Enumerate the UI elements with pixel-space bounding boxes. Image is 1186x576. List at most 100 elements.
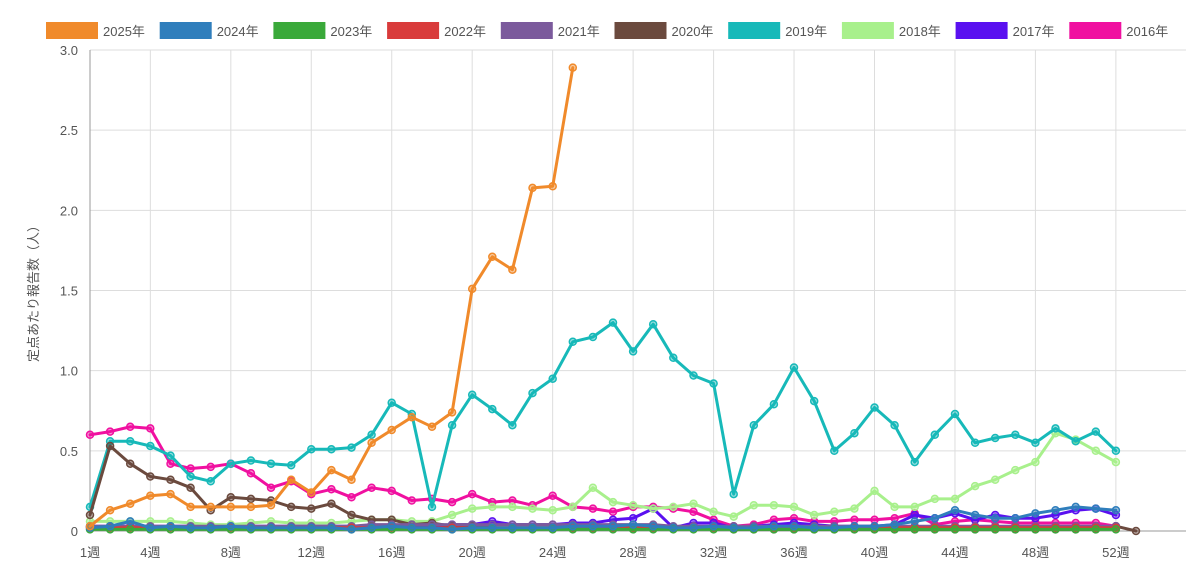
data-point[interactable] xyxy=(729,512,738,521)
data-point[interactable] xyxy=(628,520,638,529)
data-point[interactable] xyxy=(990,525,1000,534)
data-point[interactable] xyxy=(930,525,940,534)
data-point[interactable] xyxy=(146,491,155,500)
data-point[interactable] xyxy=(85,510,95,520)
data-point[interactable] xyxy=(508,523,517,533)
legend-item[interactable]: 2021年 xyxy=(500,22,600,39)
data-point[interactable] xyxy=(447,525,457,534)
data-point[interactable] xyxy=(447,408,457,417)
data-point[interactable] xyxy=(488,404,497,414)
data-point[interactable] xyxy=(528,388,537,398)
data-point[interactable] xyxy=(226,521,236,531)
data-point[interactable] xyxy=(125,422,135,432)
data-point[interactable] xyxy=(1031,438,1040,448)
data-point[interactable] xyxy=(347,510,356,520)
data-point[interactable] xyxy=(870,486,879,496)
data-point[interactable] xyxy=(870,521,879,531)
data-point[interactable] xyxy=(669,502,678,512)
data-point[interactable] xyxy=(789,502,799,512)
data-point[interactable] xyxy=(950,525,960,534)
data-point[interactable] xyxy=(206,477,215,486)
legend-item[interactable]: 2023年 xyxy=(273,22,372,39)
data-point[interactable] xyxy=(327,523,336,533)
data-point[interactable] xyxy=(105,521,115,531)
data-point[interactable] xyxy=(125,436,135,446)
data-point[interactable] xyxy=(608,507,618,517)
data-point[interactable] xyxy=(769,501,779,510)
data-point[interactable] xyxy=(1131,526,1141,536)
data-point[interactable] xyxy=(1111,457,1121,467)
data-point[interactable] xyxy=(608,497,618,507)
data-point[interactable] xyxy=(689,523,698,533)
data-point[interactable] xyxy=(286,502,296,512)
data-point[interactable] xyxy=(608,318,618,327)
data-point[interactable] xyxy=(749,523,759,533)
data-point[interactable] xyxy=(930,430,940,440)
data-point[interactable] xyxy=(1011,465,1020,475)
data-point[interactable] xyxy=(146,472,155,481)
data-point[interactable] xyxy=(1091,504,1101,513)
data-point[interactable] xyxy=(910,502,919,512)
data-point[interactable] xyxy=(327,465,336,475)
data-point[interactable] xyxy=(508,502,517,512)
data-point[interactable] xyxy=(508,420,517,430)
data-point[interactable] xyxy=(1111,505,1121,515)
data-point[interactable] xyxy=(347,493,356,502)
data-point[interactable] xyxy=(1091,446,1101,456)
data-point[interactable] xyxy=(166,451,175,460)
data-point[interactable] xyxy=(1011,525,1020,534)
legend-item[interactable]: 2024年 xyxy=(159,22,259,39)
data-point[interactable] xyxy=(1011,513,1020,523)
data-point[interactable] xyxy=(1091,427,1101,436)
data-point[interactable] xyxy=(327,485,336,494)
data-point[interactable] xyxy=(789,363,799,372)
data-point[interactable] xyxy=(447,510,457,520)
data-point[interactable] xyxy=(206,502,215,512)
legend[interactable]: 2025年 2024年 2023年 2022年 2021年 2020年 2019年 2018年… xyxy=(46,22,1168,39)
data-point[interactable] xyxy=(669,523,678,533)
data-point[interactable] xyxy=(1011,430,1020,440)
data-point[interactable] xyxy=(246,469,256,478)
data-point[interactable] xyxy=(1071,436,1080,446)
legend-item[interactable]: 2025年 xyxy=(46,22,145,39)
data-point[interactable] xyxy=(387,486,396,496)
data-point[interactable] xyxy=(246,456,256,465)
data-point[interactable] xyxy=(467,523,477,533)
data-point[interactable] xyxy=(447,497,457,507)
data-point[interactable] xyxy=(307,523,316,533)
data-point[interactable] xyxy=(347,525,356,534)
legend-item[interactable]: 2022年 xyxy=(387,22,486,39)
data-point[interactable] xyxy=(850,504,859,513)
data-point[interactable] xyxy=(427,502,437,512)
data-point[interactable] xyxy=(488,252,497,262)
data-point[interactable] xyxy=(830,446,839,456)
data-point[interactable] xyxy=(105,441,115,451)
data-point[interactable] xyxy=(890,520,899,529)
data-point[interactable] xyxy=(286,475,296,484)
data-point[interactable] xyxy=(186,472,195,481)
data-point[interactable] xyxy=(648,521,658,531)
data-point[interactable] xyxy=(588,483,598,492)
data-point[interactable] xyxy=(990,433,1000,443)
data-point[interactable] xyxy=(970,525,980,534)
data-point[interactable] xyxy=(226,502,236,512)
legend-item[interactable]: 2020年 xyxy=(614,22,714,39)
data-point[interactable] xyxy=(548,505,557,515)
data-point[interactable] xyxy=(467,489,477,499)
data-point[interactable] xyxy=(387,425,396,435)
data-point[interactable] xyxy=(689,507,698,517)
data-point[interactable] xyxy=(125,499,135,508)
data-point[interactable] xyxy=(166,489,175,499)
data-point[interactable] xyxy=(367,483,376,492)
data-point[interactable] xyxy=(125,517,135,526)
data-point[interactable] xyxy=(327,444,336,454)
data-point[interactable] xyxy=(85,521,95,531)
data-point[interactable] xyxy=(226,459,236,468)
data-point[interactable] xyxy=(970,481,980,491)
data-point[interactable] xyxy=(910,517,919,526)
legend-item[interactable]: 2017年 xyxy=(955,22,1055,39)
data-point[interactable] xyxy=(427,523,437,533)
data-point[interactable] xyxy=(890,502,899,512)
data-point[interactable] xyxy=(166,475,175,484)
data-point[interactable] xyxy=(367,430,376,440)
